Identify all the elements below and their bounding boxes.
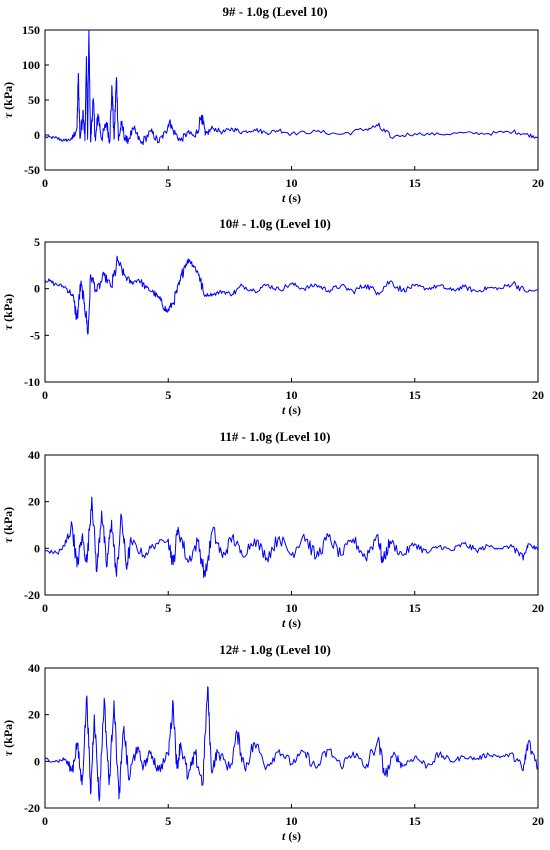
y-axis-label: τ (kPa) bbox=[1, 720, 15, 756]
x-tick-label: 5 bbox=[165, 601, 171, 615]
x-tick-label: 10 bbox=[286, 814, 298, 828]
y-axis-unit: (kPa) bbox=[1, 82, 15, 113]
x-tick-label: 0 bbox=[42, 388, 48, 402]
x-tick-label: 0 bbox=[42, 601, 48, 615]
x-axis-unit: (s) bbox=[285, 403, 301, 417]
chart-9-svg: 9# - 1.0g (Level 10)0 5 10 15 20-50050100150… bbox=[1, 4, 544, 205]
y-axis-symbol: τ bbox=[1, 324, 15, 330]
series-line bbox=[44, 29, 539, 146]
chart-title: 11# - 1.0g (Level 10) bbox=[220, 429, 331, 444]
x-axis-label: t (s) bbox=[282, 829, 301, 843]
y-tick-label: -5 bbox=[30, 328, 40, 342]
y-tick-label: 20 bbox=[28, 708, 40, 722]
x-axis-symbol: t bbox=[282, 616, 286, 630]
x-tick-label: 15 bbox=[409, 601, 421, 615]
x-tick-label: 10 bbox=[286, 601, 298, 615]
y-axis-symbol: τ bbox=[1, 537, 15, 543]
x-tick-label: 5 bbox=[165, 176, 171, 190]
x-axis-symbol: t bbox=[282, 829, 286, 843]
plot-frame bbox=[44, 454, 539, 596]
x-tick-label: 20 bbox=[532, 388, 544, 402]
y-tick-label: -20 bbox=[24, 588, 40, 602]
x-tick-label: 15 bbox=[409, 388, 421, 402]
x-axis-unit: (s) bbox=[285, 829, 301, 843]
plot-frame bbox=[44, 29, 539, 171]
y-tick-label: 0 bbox=[34, 282, 40, 296]
y-axis-label: τ (kPa) bbox=[1, 507, 15, 543]
chart-panel-10: 10# - 1.0g (Level 10) 0 5 10 15 20 -10 -5 0 5 t (s… bbox=[0, 212, 550, 424]
y-tick-label: 20 bbox=[28, 495, 40, 509]
chart-title: 9# - 1.0g (Level 10) bbox=[222, 4, 327, 19]
x-tick-label: 5 bbox=[165, 814, 171, 828]
y-tick-label: 100 bbox=[22, 58, 40, 72]
x-axis-unit: (s) bbox=[285, 191, 301, 205]
x-tick-label: 0 bbox=[42, 814, 48, 828]
y-tick-label: -10 bbox=[24, 375, 40, 389]
y-tick-label: -50 bbox=[24, 163, 40, 177]
y-tick-label: 0 bbox=[34, 128, 40, 142]
y-axis-unit: (kPa) bbox=[1, 720, 15, 751]
x-tick-label: 20 bbox=[532, 176, 544, 190]
x-tick-label: 15 bbox=[409, 814, 421, 828]
chart-title: 12# - 1.0g (Level 10) bbox=[219, 642, 331, 657]
chart-panel-9: 9# - 1.0g (Level 10) 0 5 10 15 20 -50 0 50 100 150… bbox=[0, 0, 550, 212]
chart-panel-11: 11# - 1.0g (Level 10) 0 5 10 15 20 -20 0 20 40 t (… bbox=[0, 425, 550, 637]
series-line bbox=[44, 496, 539, 579]
x-tick-label: 20 bbox=[532, 814, 544, 828]
y-tick-label: 50 bbox=[28, 93, 40, 107]
y-axis-symbol: τ bbox=[1, 750, 15, 756]
x-axis-symbol: t bbox=[282, 191, 286, 205]
chart-10-svg: 10# - 1.0g (Level 10) 0 5 10 15 20 -10 -5 0 5 t (s… bbox=[1, 216, 544, 417]
y-axis-symbol: τ bbox=[1, 112, 15, 118]
y-tick-label: 40 bbox=[28, 661, 40, 675]
y-axis-label: τ (kPa) bbox=[1, 82, 15, 118]
y-axis-unit: (kPa) bbox=[1, 294, 15, 325]
chart-panel-12: 12# - 1.0g (Level 10) 0 5 10 15 20 -20 0 20 40 t (… bbox=[0, 638, 550, 850]
x-tick-label: 15 bbox=[409, 176, 421, 190]
x-axis-label: t (s) bbox=[282, 191, 301, 205]
y-axis-unit: (kPa) bbox=[1, 507, 15, 538]
y-tick-label: -20 bbox=[24, 801, 40, 815]
x-axis-label: t (s) bbox=[282, 616, 301, 630]
x-tick-label: 0 bbox=[42, 176, 48, 190]
x-tick-label: 5 bbox=[165, 388, 171, 402]
y-tick-label: 0 bbox=[34, 541, 40, 555]
x-axis-symbol: t bbox=[282, 403, 286, 417]
x-tick-label: 10 bbox=[286, 176, 298, 190]
x-axis-unit: (s) bbox=[285, 616, 301, 630]
chart-title: 10# - 1.0g (Level 10) bbox=[219, 216, 331, 231]
y-tick-label: 150 bbox=[22, 23, 40, 37]
y-tick-label: 40 bbox=[28, 448, 40, 462]
series-line bbox=[44, 686, 539, 802]
x-tick-label: 10 bbox=[286, 388, 298, 402]
y-axis-label: τ (kPa) bbox=[1, 294, 15, 330]
series-line bbox=[44, 255, 539, 335]
y-tick-label: 5 bbox=[34, 235, 40, 249]
y-tick-label: 0 bbox=[34, 754, 40, 768]
x-axis-label: t (s) bbox=[282, 403, 301, 417]
x-tick-label: 20 bbox=[532, 601, 544, 615]
